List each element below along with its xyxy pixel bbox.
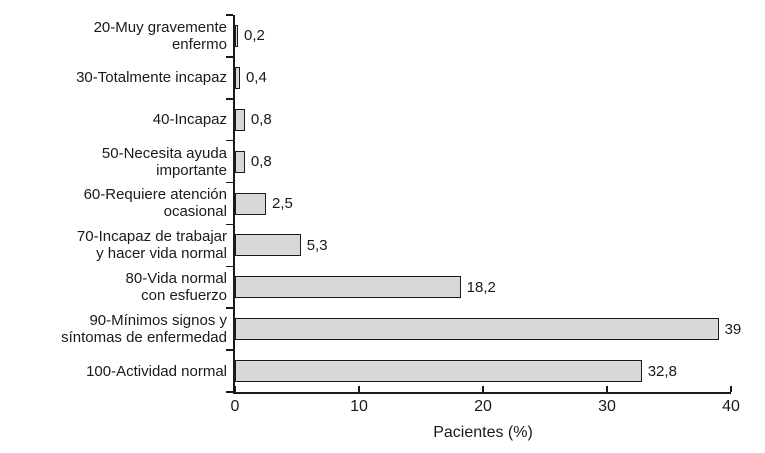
y-tick (226, 98, 233, 100)
category-label-text: 100-Actividad normal (86, 362, 227, 380)
x-tick-label: 30 (598, 398, 616, 415)
value-label: 2,5 (272, 194, 293, 212)
category-label-text: 90-Mínimos signos y síntomas de enfermed… (61, 312, 227, 347)
x-tick-label: 20 (474, 398, 492, 415)
y-tick (226, 139, 233, 142)
bar (235, 66, 240, 89)
category-label-text: 80-Vida normal con esfuerzo (125, 270, 227, 305)
y-tick (226, 307, 233, 309)
value-label: 39 (724, 320, 742, 338)
category-label: 100-Actividad normal (0, 350, 227, 392)
y-tick (226, 14, 233, 16)
bar (235, 234, 301, 257)
x-tick (234, 386, 236, 392)
value-label: 0,8 (250, 111, 272, 129)
category-label-text: 20-Muy gravemente enfermo (93, 18, 227, 53)
category-label: 80-Vida normal con esfuerzo (0, 266, 227, 308)
bar (235, 276, 461, 299)
x-tick (482, 386, 484, 392)
x-axis-line (233, 392, 731, 394)
category-label-text: 50-Necesita ayuda importante (101, 144, 227, 179)
category-label: 90-Mínimos signos y síntomas de enfermed… (0, 308, 227, 350)
category-label-text: 60-Requiere atención ocasional (83, 186, 227, 221)
category-label: 70-Incapaz de trabajar y hacer vida norm… (0, 224, 227, 266)
y-tick (226, 223, 233, 226)
bar (235, 108, 245, 131)
bar (235, 192, 266, 215)
category-label: 40-Incapaz (0, 99, 227, 141)
y-axis-line (233, 15, 235, 392)
bar (235, 24, 238, 47)
x-tick-label: 0 (230, 398, 240, 415)
x-tick-label: 10 (350, 398, 368, 415)
x-tick (730, 386, 732, 392)
bar (235, 318, 719, 341)
category-label-text: 30-Totalmente incapaz (76, 69, 227, 87)
category-label: 60-Requiere atención ocasional (0, 183, 227, 225)
y-tick (226, 349, 233, 351)
y-tick (226, 265, 233, 268)
value-label: 18,2 (466, 278, 496, 296)
x-tick-label: 40 (722, 398, 740, 415)
y-tick (226, 181, 233, 184)
value-label: 5,3 (306, 236, 328, 254)
category-label: 50-Necesita ayuda importante (0, 141, 227, 183)
category-label: 20-Muy gravemente enfermo (0, 15, 227, 57)
category-label-text: 40-Incapaz (152, 111, 227, 129)
value-label: 0,2 (244, 27, 265, 45)
value-label: 0,4 (245, 69, 267, 87)
bar (235, 360, 642, 383)
x-axis-title: Pacientes (%) (433, 424, 533, 441)
value-label: 0,8 (250, 153, 272, 171)
category-label: 30-Totalmente incapaz (0, 57, 227, 99)
x-tick (358, 386, 360, 392)
y-tick (226, 391, 233, 393)
bar (235, 150, 245, 173)
value-label: 32,8 (647, 362, 677, 380)
y-tick (226, 56, 233, 58)
category-label-text: 70-Incapaz de trabajar y hacer vida norm… (76, 228, 227, 263)
x-tick (606, 386, 608, 392)
